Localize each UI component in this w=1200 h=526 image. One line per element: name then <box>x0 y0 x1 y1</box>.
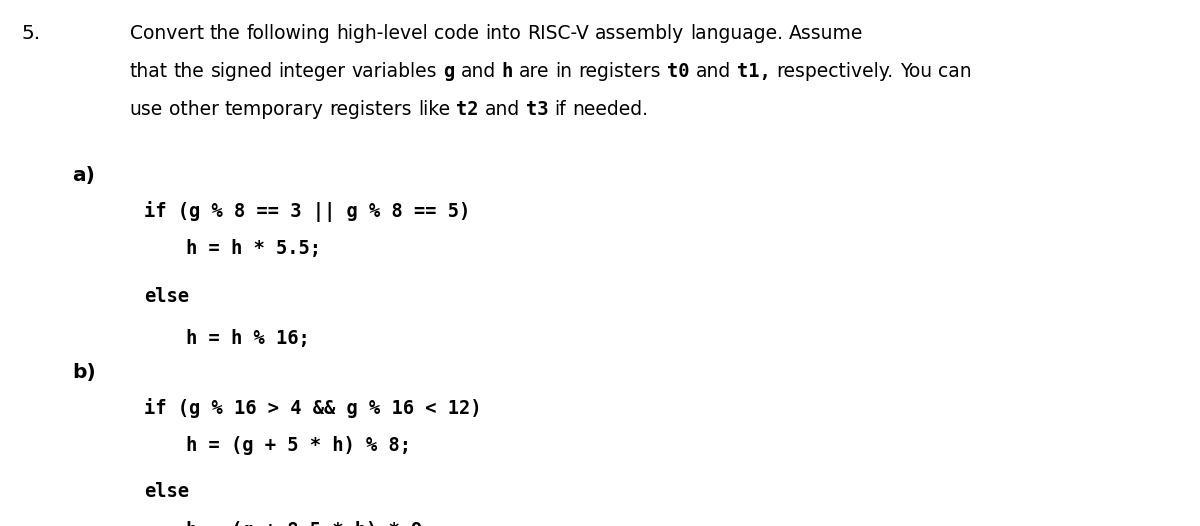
Text: if: if <box>554 100 566 119</box>
Text: registers: registers <box>578 62 661 81</box>
Text: that: that <box>130 62 168 81</box>
Text: registers: registers <box>330 100 413 119</box>
Text: the: the <box>174 62 204 81</box>
Text: use: use <box>130 100 163 119</box>
Text: g: g <box>443 62 455 81</box>
Text: b): b) <box>72 363 96 382</box>
Text: t2: t2 <box>456 100 479 119</box>
Text: 5.: 5. <box>22 24 41 43</box>
Text: like: like <box>419 100 450 119</box>
Text: You: You <box>900 62 931 81</box>
Text: a): a) <box>72 166 95 185</box>
Text: if (g % 8 == 3 || g % 8 == 5): if (g % 8 == 3 || g % 8 == 5) <box>144 201 470 222</box>
Text: integer: integer <box>278 62 346 81</box>
Text: else: else <box>144 482 190 501</box>
Text: code: code <box>434 24 479 43</box>
Text: respectively.: respectively. <box>776 62 894 81</box>
Text: h: h <box>502 62 512 81</box>
Text: high-level: high-level <box>336 24 428 43</box>
Text: needed.: needed. <box>572 100 648 119</box>
Text: the: the <box>210 24 240 43</box>
Text: and: and <box>485 100 520 119</box>
Text: h = h * 5.5;: h = h * 5.5; <box>186 239 322 258</box>
Text: and: and <box>461 62 496 81</box>
Text: h = h % 16;: h = h % 16; <box>186 329 310 348</box>
Text: RISC-V: RISC-V <box>527 24 589 43</box>
Text: in: in <box>556 62 572 81</box>
Text: language.: language. <box>690 24 782 43</box>
Text: other: other <box>169 100 218 119</box>
Text: Assume: Assume <box>788 24 863 43</box>
Text: Convert: Convert <box>130 24 204 43</box>
Text: t1,: t1, <box>737 62 770 81</box>
Text: assembly: assembly <box>595 24 684 43</box>
Text: into: into <box>485 24 521 43</box>
Text: and: and <box>696 62 731 81</box>
Text: t0: t0 <box>667 62 690 81</box>
Text: h = (g + 8.5 * h) * 9;: h = (g + 8.5 * h) * 9; <box>186 521 433 526</box>
Text: h = (g + 5 * h) % 8;: h = (g + 5 * h) % 8; <box>186 436 410 454</box>
Text: variables: variables <box>352 62 437 81</box>
Text: t3: t3 <box>526 100 548 119</box>
Text: are: are <box>518 62 550 81</box>
Text: can: can <box>937 62 971 81</box>
Text: else: else <box>144 287 190 306</box>
Text: if (g % 16 > 4 && g % 16 < 12): if (g % 16 > 4 && g % 16 < 12) <box>144 398 481 418</box>
Text: temporary: temporary <box>224 100 324 119</box>
Text: signed: signed <box>210 62 272 81</box>
Text: following: following <box>246 24 330 43</box>
